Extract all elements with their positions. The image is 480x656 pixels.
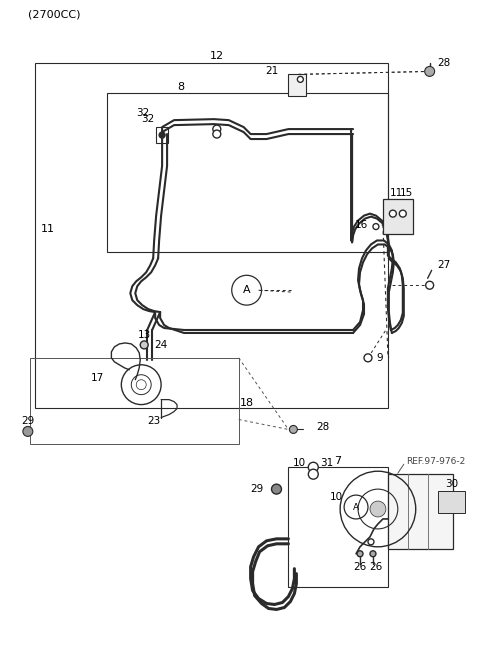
- Text: 27: 27: [438, 260, 451, 270]
- Text: 29: 29: [21, 417, 35, 426]
- Text: 32: 32: [141, 114, 154, 124]
- Text: 12: 12: [210, 51, 224, 62]
- Text: 15: 15: [400, 188, 413, 197]
- Text: 28: 28: [438, 58, 451, 68]
- Bar: [35, 64, 388, 407]
- Text: 32: 32: [136, 108, 149, 118]
- Text: 11: 11: [41, 224, 55, 234]
- Text: 31: 31: [320, 459, 334, 468]
- Text: 13: 13: [138, 330, 151, 340]
- Text: 26: 26: [353, 562, 367, 571]
- Circle shape: [308, 462, 318, 472]
- Text: 28: 28: [316, 422, 330, 432]
- Text: 24: 24: [154, 340, 168, 350]
- Circle shape: [289, 426, 298, 434]
- Text: A: A: [243, 285, 251, 295]
- Text: 18: 18: [240, 398, 254, 407]
- Text: REF.97-976-2: REF.97-976-2: [406, 457, 465, 466]
- Circle shape: [23, 426, 33, 436]
- Circle shape: [426, 281, 433, 289]
- Circle shape: [364, 354, 372, 362]
- Bar: [438, 491, 466, 513]
- Text: 8: 8: [178, 82, 185, 92]
- Text: 10: 10: [330, 492, 343, 502]
- Circle shape: [159, 132, 165, 138]
- Bar: [383, 199, 413, 234]
- Text: 10: 10: [293, 459, 306, 468]
- Bar: [156, 127, 168, 143]
- Text: 29: 29: [250, 484, 264, 494]
- Circle shape: [368, 539, 374, 545]
- Bar: [388, 474, 453, 549]
- Circle shape: [425, 66, 434, 76]
- Text: 16: 16: [355, 220, 368, 230]
- Circle shape: [399, 210, 406, 217]
- Text: A: A: [353, 502, 359, 512]
- Text: 7: 7: [335, 457, 342, 466]
- Circle shape: [213, 125, 221, 133]
- Text: 23: 23: [147, 417, 161, 426]
- Circle shape: [308, 469, 318, 479]
- Bar: [30, 358, 239, 444]
- Text: 30: 30: [445, 479, 458, 489]
- Text: 9: 9: [376, 353, 383, 363]
- Circle shape: [389, 210, 396, 217]
- Circle shape: [140, 341, 148, 349]
- Text: 17: 17: [91, 373, 105, 382]
- Bar: [288, 74, 306, 96]
- Text: 11: 11: [390, 188, 403, 197]
- Bar: [288, 467, 388, 586]
- Circle shape: [370, 551, 376, 557]
- Circle shape: [370, 501, 386, 517]
- Circle shape: [213, 130, 221, 138]
- Circle shape: [373, 224, 379, 230]
- Text: 26: 26: [369, 562, 383, 571]
- Circle shape: [272, 484, 281, 494]
- Circle shape: [298, 76, 303, 83]
- Text: (2700CC): (2700CC): [28, 10, 80, 20]
- Text: 21: 21: [265, 66, 278, 76]
- Bar: [108, 93, 388, 253]
- Circle shape: [357, 551, 363, 557]
